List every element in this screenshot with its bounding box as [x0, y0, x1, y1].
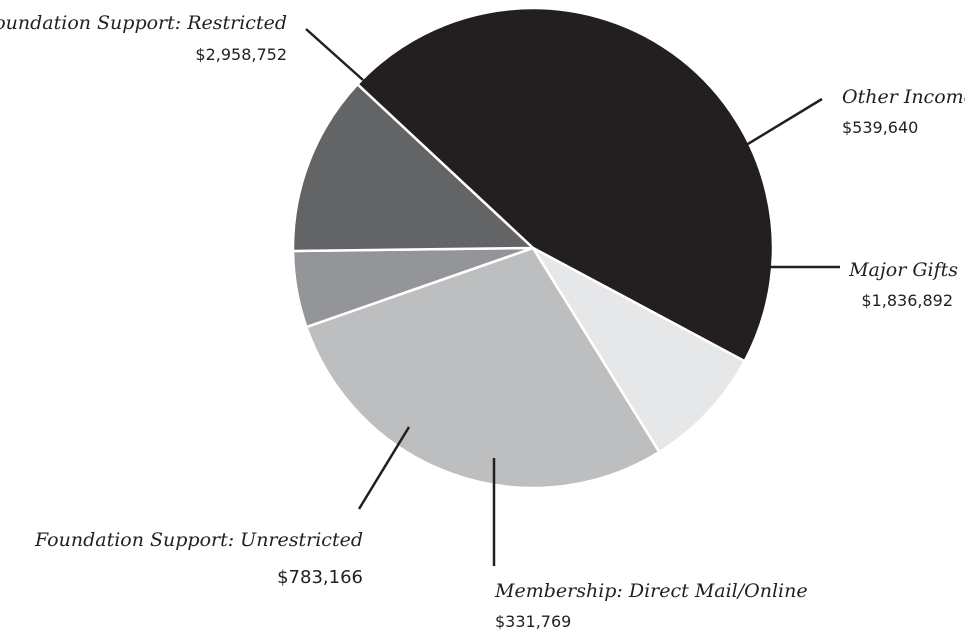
slice-other-income — [531, 246, 746, 454]
slice-foundation-unrestricted — [291, 83, 535, 253]
value-membership: $331,769 — [495, 612, 571, 631]
pie-slices — [291, 6, 775, 490]
value-foundation-restricted: $2,958,752 — [195, 45, 287, 64]
leader-line-foundation-restricted — [305, 28, 364, 81]
leader-line-foundation-unrestricted — [357, 426, 411, 510]
label-membership: Membership: Direct Mail/Online — [494, 580, 808, 602]
label-major-gifts: Major Gifts — [848, 259, 958, 281]
value-major-gifts: $1,836,892 — [861, 291, 953, 310]
label-other-income: Other Income — [842, 86, 965, 108]
leader-line-other-income — [732, 97, 823, 155]
label-foundation-unrestricted: Foundation Support: Unrestricted — [34, 529, 363, 551]
slice-major-gifts — [305, 246, 661, 490]
label-foundation-restricted: Foundation Support: Restricted — [0, 12, 287, 34]
value-foundation-unrestricted: $783,166 — [277, 567, 363, 588]
value-other-income: $539,640 — [842, 118, 918, 137]
